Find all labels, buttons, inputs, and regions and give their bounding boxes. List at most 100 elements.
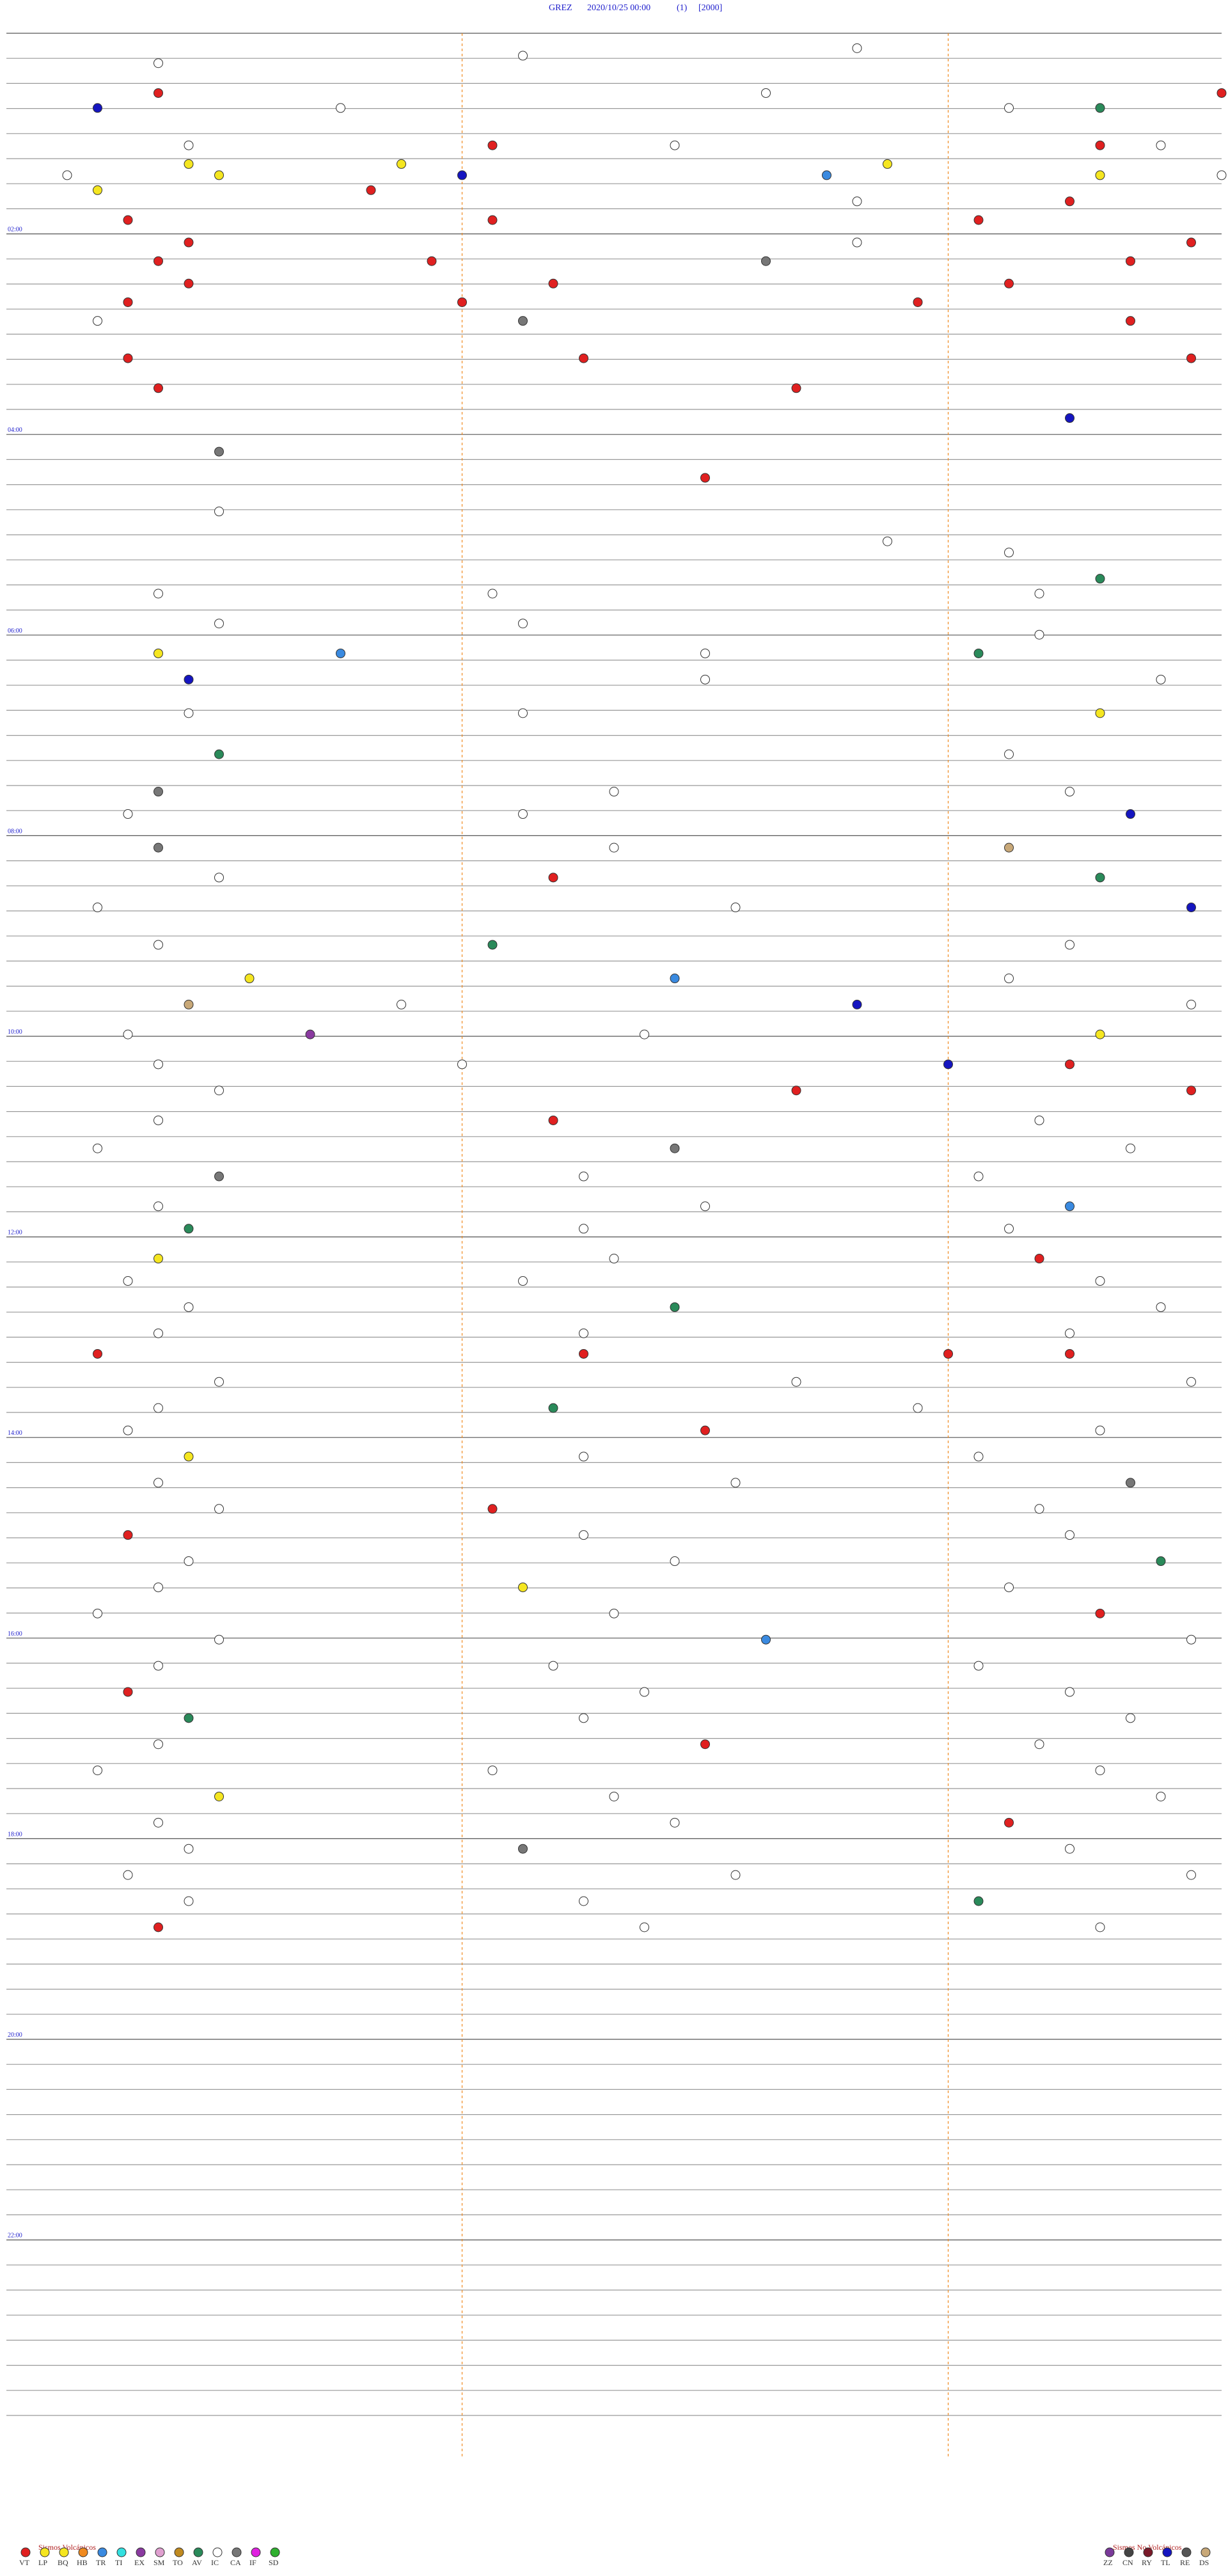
event-marker [214,873,224,883]
event-marker [93,316,102,326]
event-marker [1095,1922,1105,1932]
event-marker [184,1224,194,1234]
legend-label: CN [1122,2558,1133,2567]
event-marker [1065,1201,1074,1212]
event-marker [791,383,801,393]
event-marker [184,1556,194,1567]
event-marker [397,159,406,169]
event-marker [154,58,163,68]
event-marker [640,1029,649,1039]
legend-volcanic-items: VT LP BQ HB TR TI EX SM TO AV IC CA IF SD [19,2547,280,2567]
event-marker [1065,1687,1074,1697]
event-marker [1095,574,1105,584]
title-station: GREZ [549,3,572,13]
legend-marker [212,2547,223,2557]
event-marker [1156,140,1166,150]
trace-lines [6,33,1222,2456]
event-marker [579,1224,588,1234]
event-marker [579,1451,588,1462]
event-marker [93,1348,102,1359]
event-marker [609,1791,619,1801]
legend-label: TR [96,2558,106,2567]
event-marker [123,809,133,819]
event-marker [730,1478,741,1488]
event-marker [487,589,498,599]
event-marker [579,1348,588,1359]
event-marker [214,170,224,180]
event-marker [579,1896,588,1906]
event-marker [154,1922,163,1932]
event-marker [761,88,771,98]
title-gain: [2000] [698,3,722,13]
legend-label: CA [230,2558,241,2567]
event-marker [548,278,558,288]
event-marker [184,159,194,169]
event-marker [973,215,984,225]
event-marker [1216,88,1227,98]
event-marker [1034,1504,1044,1514]
hour-label: 06:00 [8,628,22,635]
event-marker [1126,1143,1135,1153]
event-marker [579,1171,588,1181]
legend-non-volcanic-items: ZZ CN RY TL RE DS [1103,2547,1211,2567]
event-marker [154,787,163,797]
legend-label: IC [211,2558,219,2567]
event-marker [93,185,102,195]
event-marker [973,648,984,658]
event-marker [305,1029,315,1039]
event-marker [154,1254,163,1264]
legend-marker [174,2547,184,2557]
event-marker [154,940,163,950]
event-marker [1095,873,1105,883]
event-marker [336,103,345,113]
event-marker [761,1634,771,1645]
event-marker [1065,787,1074,797]
event-marker [184,237,194,248]
event-marker [154,1201,163,1212]
hour-label: 12:00 [8,1229,22,1237]
event-marker [1004,842,1014,853]
event-marker [184,140,194,150]
legend-volcanic: Sismos Volcánicos VT LP BQ HB TR TI EX SM TO AV IC… [19,2543,280,2567]
legend-marker [1105,2547,1115,2557]
event-marker [883,159,892,169]
legend-marker [155,2547,165,2557]
event-marker [1186,999,1196,1009]
event-marker [1065,1059,1074,1070]
legend-label: TI [115,2558,122,2567]
event-marker [154,842,163,853]
legend-marker [116,2547,127,2557]
legend-marker [1124,2547,1134,2557]
event-marker [852,237,862,248]
event-marker [214,1377,224,1387]
event-marker [548,1661,558,1671]
event-marker [336,648,345,658]
event-marker [154,256,163,266]
event-marker [1034,1115,1044,1125]
event-marker [1034,1254,1044,1264]
hour-label: 20:00 [8,2032,22,2039]
event-marker [154,1739,163,1750]
event-marker [730,1870,741,1880]
event-marker [1186,1870,1196,1880]
event-marker [1095,170,1105,180]
event-marker [700,1739,710,1750]
event-marker [640,1922,649,1932]
event-marker [579,1530,588,1540]
event-marker [1186,1086,1196,1096]
event-marker [1065,940,1074,950]
event-marker [123,215,133,225]
event-marker [1004,1582,1014,1592]
event-marker [457,297,467,307]
legend-label: VT [19,2558,30,2567]
event-marker [1186,903,1196,913]
event-marker [154,1403,163,1413]
event-marker [973,1896,984,1906]
event-marker [1004,1817,1014,1828]
event-marker [1095,140,1105,150]
event-marker [1004,103,1014,113]
hour-label: 14:00 [8,1430,22,1437]
event-marker [154,1115,163,1125]
event-marker [1065,1844,1074,1854]
